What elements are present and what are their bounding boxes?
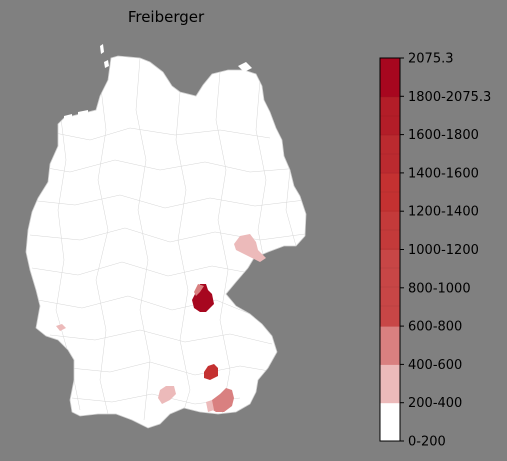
colorbar-tick-label: 600-800 (408, 320, 462, 335)
region-upper-franconia-outer (194, 284, 204, 296)
colorbar-bin-6 (380, 172, 400, 212)
colorbar-bin-9 (380, 58, 400, 97)
colorbar-bin-4 (380, 249, 400, 289)
map-title: Freiberger (127, 8, 205, 26)
region-upper-bavaria-light (206, 400, 214, 412)
island (100, 44, 104, 54)
island (64, 114, 72, 119)
colorbar-tick-label: 2075.3 (408, 52, 454, 67)
region-swabia (158, 386, 176, 404)
colorbar-bins (380, 58, 400, 442)
colorbar-tick-label: 1200-1400 (408, 205, 479, 220)
district-borders (27, 57, 306, 421)
colorbar-tick-label: 400-600 (408, 358, 462, 373)
island (78, 110, 88, 115)
region-saarland (56, 324, 66, 331)
island (238, 62, 252, 72)
colorbar-tick-label: 1000-1200 (408, 243, 479, 258)
colorbar-bin-3 (380, 287, 400, 327)
region-lower-bavaria (204, 364, 218, 380)
germany-outline (25, 55, 307, 429)
colorbar-bin-5 (380, 211, 400, 250)
region-upper-bavaria-rosenheim (210, 388, 234, 412)
colorbar-tick-label: 0-200 (408, 435, 446, 450)
colorbar-ticks: 2075.3 1800-2075.3 1600-1800 1400-1600 1200-… (400, 52, 491, 450)
germany-choropleth-map (25, 44, 307, 429)
colorbar-tick-label: 1400-1600 (408, 166, 479, 181)
highlighted-regions (56, 234, 266, 412)
colorbar-bin-7 (380, 134, 400, 174)
region-saxony-dresden (234, 234, 266, 262)
colorbar-bin-1 (380, 364, 400, 404)
colorbar-tick-label: 1800-2075.3 (408, 90, 491, 105)
colorbar-tick-label: 800-1000 (408, 281, 471, 296)
island (104, 60, 109, 68)
germany-landmass (25, 44, 307, 429)
colorbar-bin-2 (380, 326, 400, 365)
colorbar-bin-0 (380, 402, 400, 442)
colorbar-tick-label: 200-400 (408, 396, 462, 411)
colorbar-bin-8 (380, 96, 400, 136)
colorbar-tick-label: 1600-1800 (408, 128, 479, 143)
